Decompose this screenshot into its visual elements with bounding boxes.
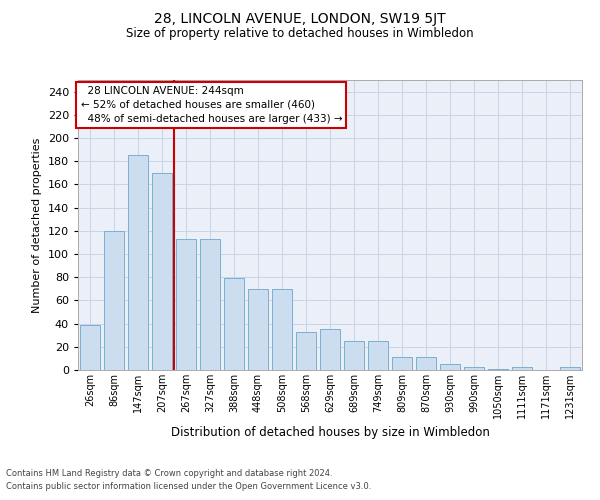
Bar: [512, 366, 532, 370]
Bar: [488, 369, 508, 370]
Bar: [344, 341, 364, 370]
Bar: [464, 366, 484, 370]
Bar: [200, 239, 220, 370]
Text: 28, LINCOLN AVENUE, LONDON, SW19 5JT: 28, LINCOLN AVENUE, LONDON, SW19 5JT: [154, 12, 446, 26]
Text: Contains HM Land Registry data © Crown copyright and database right 2024.: Contains HM Land Registry data © Crown c…: [6, 468, 332, 477]
Text: Contains public sector information licensed under the Open Government Licence v3: Contains public sector information licen…: [6, 482, 371, 491]
Bar: [416, 357, 436, 370]
Bar: [440, 364, 460, 370]
Bar: [320, 330, 340, 370]
Bar: [128, 156, 148, 370]
Bar: [560, 366, 580, 370]
Bar: [152, 173, 172, 370]
X-axis label: Distribution of detached houses by size in Wimbledon: Distribution of detached houses by size …: [170, 426, 490, 440]
Bar: [104, 231, 124, 370]
Bar: [248, 289, 268, 370]
Bar: [272, 289, 292, 370]
Text: Size of property relative to detached houses in Wimbledon: Size of property relative to detached ho…: [126, 28, 474, 40]
Y-axis label: Number of detached properties: Number of detached properties: [32, 138, 42, 312]
Bar: [224, 278, 244, 370]
Bar: [80, 325, 100, 370]
Text: 28 LINCOLN AVENUE: 244sqm
← 52% of detached houses are smaller (460)
  48% of se: 28 LINCOLN AVENUE: 244sqm ← 52% of detac…: [80, 86, 342, 124]
Bar: [392, 357, 412, 370]
Bar: [176, 239, 196, 370]
Bar: [368, 341, 388, 370]
Bar: [296, 332, 316, 370]
